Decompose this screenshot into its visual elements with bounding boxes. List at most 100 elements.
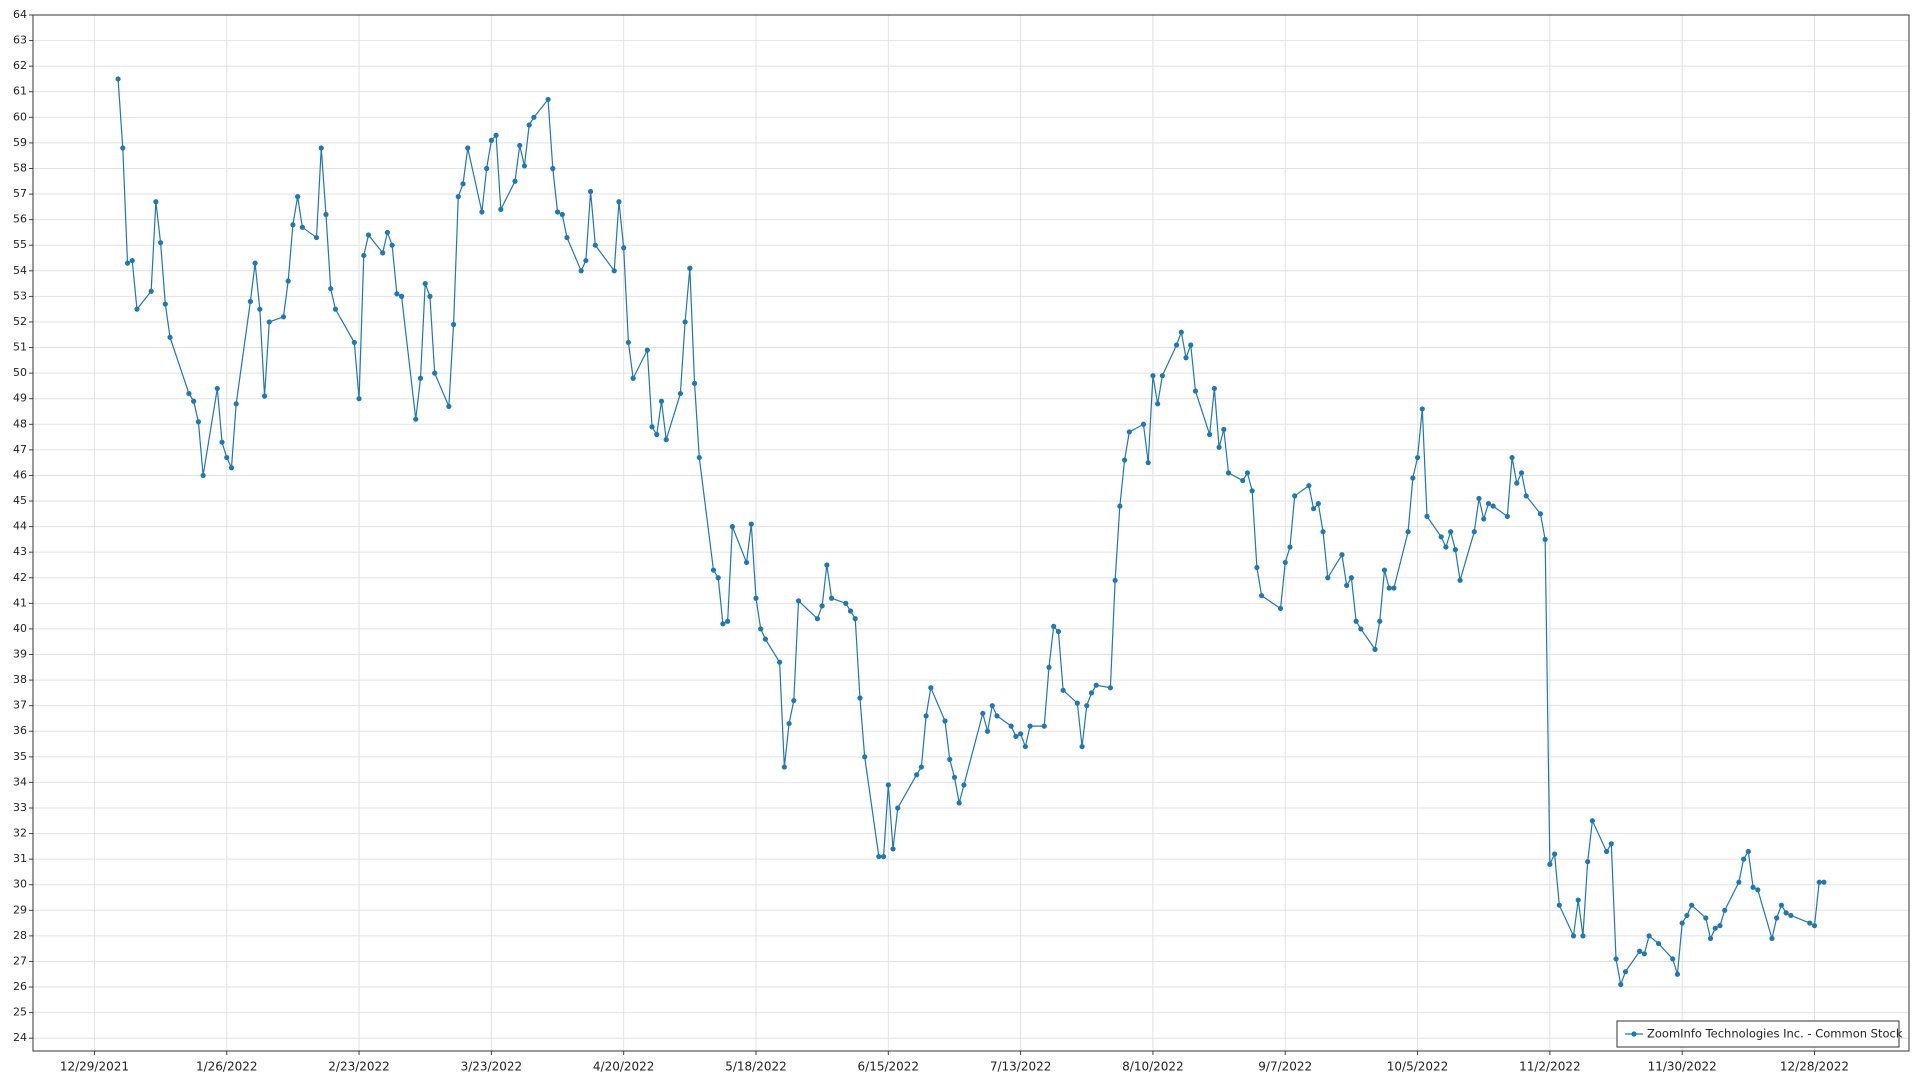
x-tick-label: 2/23/2022 (328, 1060, 390, 1074)
marker (828, 595, 835, 601)
marker (384, 229, 391, 236)
marker (1112, 577, 1118, 583)
marker (1769, 935, 1775, 942)
marker (592, 242, 598, 248)
marker (1121, 457, 1128, 463)
marker (157, 240, 164, 246)
marker (725, 618, 731, 624)
marker (710, 567, 717, 573)
marker (1471, 529, 1477, 535)
marker (460, 181, 466, 187)
marker (1585, 859, 1591, 865)
marker (1188, 342, 1194, 348)
marker (687, 265, 693, 271)
marker (654, 431, 660, 438)
x-tick-label: 9/7/2022 (1258, 1060, 1312, 1074)
marker (550, 165, 556, 172)
marker (1457, 577, 1463, 583)
marker (356, 396, 362, 402)
marker (512, 178, 518, 184)
y-tick-label: 58 (13, 161, 27, 174)
plot-border (32, 14, 1910, 1052)
marker (989, 703, 995, 709)
marker (1339, 552, 1345, 558)
y-tick-label: 64 (13, 8, 27, 21)
marker (621, 245, 627, 251)
x-tick-label: 11/2/2022 (1519, 1060, 1581, 1074)
marker (1646, 933, 1652, 939)
marker (1292, 493, 1298, 499)
marker (285, 278, 291, 284)
marker (1310, 506, 1317, 512)
marker (564, 234, 570, 241)
marker (1580, 933, 1586, 939)
marker (819, 603, 825, 609)
marker (1603, 848, 1610, 855)
marker (918, 764, 924, 770)
marker (583, 257, 589, 264)
marker (1107, 685, 1114, 691)
marker (1207, 431, 1213, 438)
y-tick-label: 48 (13, 417, 27, 430)
marker (781, 764, 787, 770)
marker (214, 385, 220, 392)
marker (545, 96, 551, 103)
marker (1055, 628, 1062, 635)
marker (252, 260, 258, 266)
marker (795, 598, 802, 604)
marker (1405, 529, 1411, 535)
marker (484, 165, 490, 172)
marker (1443, 544, 1449, 550)
y-tick-label: 31 (13, 852, 27, 865)
marker (1225, 470, 1232, 476)
marker (455, 194, 461, 200)
y-tick-label: 30 (13, 878, 27, 891)
y-tick-label: 28 (13, 929, 27, 942)
marker (1485, 500, 1492, 507)
marker (1778, 902, 1785, 908)
marker (417, 375, 424, 381)
marker (257, 306, 263, 312)
marker (1414, 454, 1421, 461)
marker (677, 390, 683, 397)
marker (1774, 915, 1780, 921)
marker (748, 521, 754, 527)
x-tick-label: 12/28/2022 (1780, 1060, 1849, 1074)
marker (247, 298, 253, 305)
x-tick-label: 10/5/2022 (1387, 1060, 1449, 1074)
y-tick-label: 59 (13, 136, 27, 149)
marker (1523, 493, 1529, 499)
marker (1547, 861, 1553, 867)
marker (313, 234, 320, 241)
marker (588, 188, 594, 195)
y-tick-label: 33 (13, 801, 27, 814)
marker (266, 319, 272, 325)
marker (942, 718, 948, 724)
marker (559, 211, 565, 218)
marker (1703, 915, 1709, 921)
marker (1741, 856, 1747, 862)
x-tick-label: 1/26/2022 (196, 1060, 258, 1074)
marker (762, 636, 769, 642)
marker (1211, 385, 1217, 392)
marker (332, 306, 339, 312)
marker (280, 314, 287, 320)
marker (446, 403, 452, 409)
marker (129, 257, 135, 264)
marker (876, 853, 882, 860)
marker (1173, 342, 1180, 348)
marker (1608, 841, 1614, 847)
marker (1622, 969, 1629, 975)
marker (1306, 483, 1312, 489)
y-tick-label: 56 (13, 213, 27, 226)
marker (380, 250, 386, 256)
marker (928, 685, 934, 691)
y-tick-label: 50 (13, 366, 27, 379)
marker (1717, 923, 1723, 929)
marker (994, 713, 1000, 719)
marker (1684, 912, 1690, 919)
y-tick-label: 49 (13, 392, 27, 405)
marker (1254, 564, 1260, 571)
marker (1325, 575, 1331, 581)
marker (1240, 477, 1246, 484)
